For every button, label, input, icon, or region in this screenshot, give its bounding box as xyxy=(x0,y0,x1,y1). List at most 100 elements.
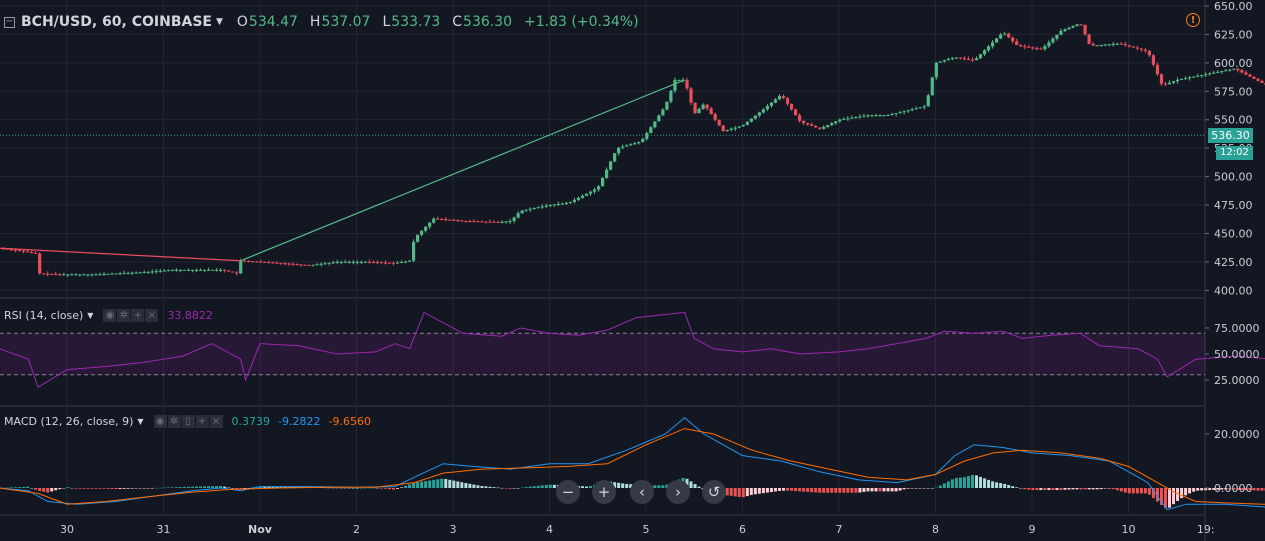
macd-histogram-bar xyxy=(1027,488,1031,490)
candle-body xyxy=(773,99,778,103)
candle-body xyxy=(592,189,597,192)
macd-histogram-bar xyxy=(379,488,383,489)
candle-body xyxy=(1192,76,1196,78)
candle-body xyxy=(516,213,520,218)
candle-body xyxy=(488,221,492,223)
macd-histogram-bar xyxy=(166,487,170,488)
macd-histogram-bar xyxy=(830,488,834,493)
macd-histogram-bar xyxy=(749,488,753,495)
candle-body xyxy=(621,146,625,148)
macd-histogram-bar xyxy=(275,486,279,488)
macd-histogram-bar xyxy=(211,486,215,488)
macd-histogram-bar xyxy=(854,488,858,493)
chevron-left-icon: ‹ xyxy=(639,483,645,501)
candle-body xyxy=(560,203,564,205)
candle-body xyxy=(391,262,396,264)
candle-body xyxy=(283,263,287,265)
candle-body xyxy=(142,272,146,274)
x-tick-label: 8 xyxy=(932,523,939,536)
macd-histogram-bar xyxy=(227,487,231,488)
candle-body xyxy=(528,208,532,210)
macd-histogram-bar xyxy=(544,484,548,488)
candle-body xyxy=(669,90,673,102)
symbol-title[interactable]: BCH/USD, 60, COINBASE xyxy=(21,14,212,30)
close-icon[interactable]: × xyxy=(145,309,159,322)
x-tick-label: 2 xyxy=(353,523,360,536)
candle-body xyxy=(1047,42,1051,47)
macd-histogram-bar xyxy=(480,485,484,488)
candle-body xyxy=(1083,24,1087,35)
macd-histogram-bar xyxy=(1240,488,1244,490)
source-icon[interactable]: ▯ xyxy=(181,415,195,428)
candle-body xyxy=(255,261,259,263)
alert-icon[interactable]: ! xyxy=(1186,13,1200,27)
rsi-name[interactable]: RSI (14, close) xyxy=(4,309,84,322)
macd-name[interactable]: MACD (12, 26, close, 9) xyxy=(4,415,134,428)
macd-histogram-bar xyxy=(263,486,267,488)
candle-body xyxy=(705,104,709,109)
settings-icon[interactable]: ✲ xyxy=(167,415,181,428)
macd-histogram-bar xyxy=(448,479,452,488)
macd-histogram-bar xyxy=(456,481,460,488)
macd-histogram-bar xyxy=(906,488,910,489)
collapse-icon[interactable]: − xyxy=(4,16,15,28)
candle-body xyxy=(946,59,950,61)
chevron-down-icon[interactable]: ▼ xyxy=(137,417,144,426)
plus-icon[interactable]: + xyxy=(195,415,209,428)
reset-chart-button[interactable]: ↺ xyxy=(702,480,726,504)
chevron-down-icon[interactable]: ▼ xyxy=(87,311,94,320)
rsi-tick-label: 50.0000 xyxy=(1214,348,1260,361)
macd-histogram-bar xyxy=(954,477,958,488)
macd-histogram-bar xyxy=(444,479,448,488)
macd-histogram-bar xyxy=(653,485,657,488)
candle-body xyxy=(572,199,577,202)
candle-body xyxy=(162,270,166,272)
macd-histogram-bar xyxy=(589,485,593,488)
macd-histogram-bar xyxy=(283,486,287,488)
candle-body xyxy=(42,273,46,275)
rsi-line xyxy=(0,311,1265,389)
candle-body xyxy=(584,193,589,196)
settings-icon[interactable]: ✲ xyxy=(117,309,131,322)
candle-body xyxy=(1175,79,1180,82)
macd-histogram-bar xyxy=(846,488,850,493)
trend-line[interactable] xyxy=(0,247,241,262)
macd-histogram-bar xyxy=(1063,488,1067,490)
candle-body xyxy=(822,126,826,129)
candle-body xyxy=(323,263,327,265)
macd-histogram-bar xyxy=(492,487,496,488)
macd-histogram-bar xyxy=(391,488,395,490)
chevron-down-icon[interactable]: ▼ xyxy=(215,17,223,27)
x-tick-label: 9 xyxy=(1029,523,1036,536)
x-tick-label: 5 xyxy=(643,523,650,536)
candle-body xyxy=(1127,45,1131,47)
candle-body xyxy=(890,114,894,116)
macd-histogram-bar xyxy=(1119,488,1123,492)
candle-body xyxy=(1079,24,1083,26)
close-icon[interactable]: × xyxy=(209,415,223,428)
zoom-out-button[interactable]: − xyxy=(556,480,580,504)
macd-histogram-bar xyxy=(327,487,331,489)
macd-histogram-bar xyxy=(548,484,552,488)
macd-histogram-bar xyxy=(882,488,886,492)
candle-body xyxy=(1260,80,1264,83)
macd-histogram-bar xyxy=(1168,488,1172,508)
scroll-right-button[interactable]: › xyxy=(666,480,690,504)
macd-histogram-bar xyxy=(1043,488,1047,491)
trend-line[interactable] xyxy=(240,79,685,262)
candle-body xyxy=(609,161,613,170)
plus-icon[interactable]: + xyxy=(131,309,145,322)
candle-body xyxy=(327,262,331,264)
macd-histogram-bar xyxy=(729,488,733,496)
candle-body xyxy=(717,119,721,126)
candle-body xyxy=(922,106,926,108)
candle-body xyxy=(403,261,408,263)
macd-histogram-bar xyxy=(412,482,416,488)
scroll-left-button[interactable]: ‹ xyxy=(630,480,654,504)
candle-body xyxy=(375,262,380,264)
eye-icon[interactable]: ◉ xyxy=(103,309,117,322)
candle-body xyxy=(38,253,42,274)
zoom-in-button[interactable]: + xyxy=(592,480,616,504)
eye-icon[interactable]: ◉ xyxy=(153,415,167,428)
